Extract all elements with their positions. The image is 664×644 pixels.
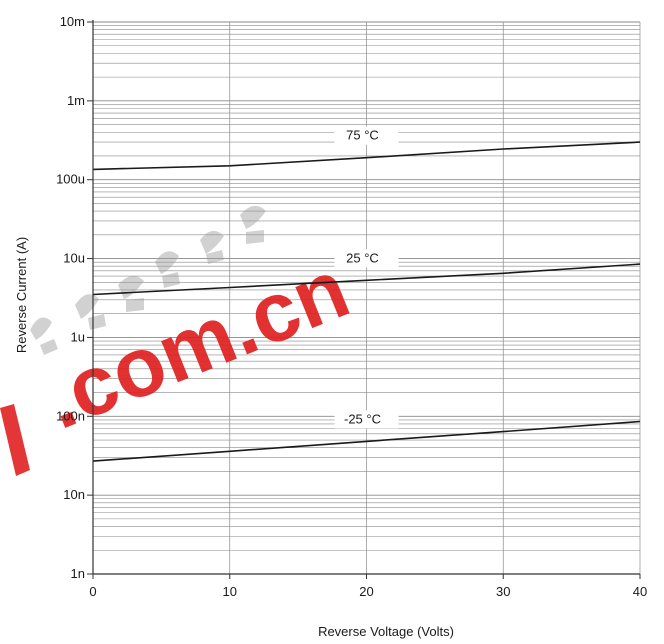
x-tick-label: 40 [633,584,647,599]
y-tick-label: 10n [63,487,85,502]
x-tick-label: 0 [89,584,96,599]
y-tick-label: 1n [71,566,85,581]
series-line [92,420,641,462]
series-line [92,141,641,171]
x-tick-label: 30 [496,584,510,599]
y-tick-label: 10m [60,14,85,29]
series-line [92,263,641,296]
y-tick-label: 100u [56,172,85,187]
watermark-glyphs [30,205,266,355]
series-label-bg [334,126,399,145]
series-label-bg [334,249,399,268]
series-label-bg [334,410,399,429]
x-tick-label: 20 [359,584,373,599]
watermark-bar [0,404,30,476]
axes [87,20,641,579]
series-label: 75 °C [346,128,379,143]
y-tick-label: 100n [56,408,85,423]
series-lines: 75 °C 25 °C -25 °C [92,126,641,462]
series-label: 25 °C [346,250,379,265]
series-label: -25 °C [344,411,381,426]
y-tick-label: 10u [63,251,85,266]
watermark: .com.cn [0,205,361,476]
y-axis-title: Reverse Current (A) [14,237,29,353]
x-tick-label: 10 [223,584,237,599]
tick-labels: 1n 10n 100n 1u 10u 100u 1m 10m 0 10 20 30 40 [56,14,647,599]
y-tick-label: 1u [71,329,85,344]
grid-lines [92,21,641,575]
x-axis-title: Reverse Voltage (Volts) [318,624,454,639]
y-tick-label: 1m [67,93,85,108]
